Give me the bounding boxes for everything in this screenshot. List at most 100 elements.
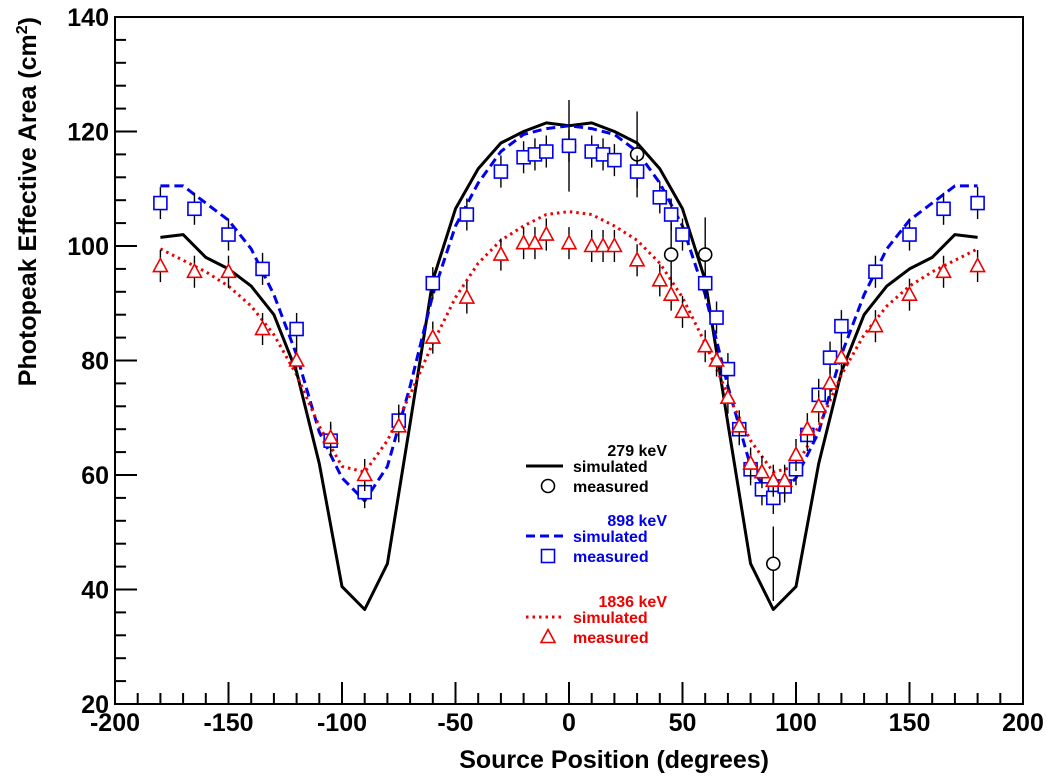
legend-simulated-label: simulated bbox=[573, 459, 648, 476]
y-tick-label: 40 bbox=[81, 577, 109, 605]
triangle-marker bbox=[764, 471, 782, 488]
triangle-marker bbox=[424, 328, 442, 344]
square-marker bbox=[221, 227, 236, 242]
square-marker bbox=[629, 164, 645, 179]
y-tick-label: 80 bbox=[81, 348, 109, 376]
triangle-marker bbox=[186, 262, 203, 279]
y-tick-label: 100 bbox=[67, 233, 109, 261]
triangle-marker bbox=[628, 251, 646, 267]
circle-marker bbox=[663, 247, 679, 262]
triangle-marker bbox=[674, 302, 691, 319]
square-marker bbox=[970, 195, 985, 211]
legend-energy-label: 898 keV bbox=[607, 513, 667, 530]
square-marker bbox=[709, 310, 724, 325]
square-marker bbox=[187, 201, 202, 217]
x-tick-label: -200 bbox=[90, 709, 140, 737]
y-axis-title-close: ) bbox=[14, 17, 42, 25]
triangle-marker bbox=[935, 262, 952, 279]
square-marker bbox=[902, 227, 917, 242]
x-tick-label: 0 bbox=[562, 709, 576, 737]
square-marker bbox=[652, 190, 668, 205]
circle-marker bbox=[697, 247, 713, 262]
triangle-marker bbox=[867, 316, 884, 333]
triangle-marker bbox=[696, 337, 714, 353]
legend-simulated-label: simulated bbox=[573, 529, 648, 546]
triangle-marker bbox=[492, 245, 510, 261]
legend-energy-label: 279 keV bbox=[607, 443, 667, 460]
triangle-marker bbox=[515, 233, 532, 250]
y-tick-label: 140 bbox=[67, 4, 109, 32]
measured-markers-layer bbox=[152, 100, 986, 601]
x-tick-label: 150 bbox=[889, 709, 931, 737]
x-tick-label: 50 bbox=[669, 709, 697, 737]
square-marker bbox=[153, 195, 168, 211]
square-marker bbox=[697, 275, 713, 291]
triangle-marker bbox=[458, 288, 476, 304]
y-axis-title-superscript: 2 bbox=[14, 25, 31, 34]
square-marker bbox=[425, 275, 441, 291]
x-tick-label: -150 bbox=[203, 709, 253, 737]
legend-measured-swatch bbox=[539, 627, 557, 644]
legend-measured-label: measured bbox=[573, 479, 649, 496]
triangle-marker bbox=[821, 374, 839, 390]
square-marker bbox=[868, 264, 883, 280]
triangle-marker bbox=[583, 236, 601, 253]
triangle-marker bbox=[254, 319, 271, 336]
square-marker bbox=[675, 227, 690, 242]
triangle-marker bbox=[799, 420, 816, 436]
triangle-marker bbox=[719, 388, 737, 405]
triangle-marker bbox=[560, 233, 578, 250]
triangle-marker bbox=[969, 256, 986, 273]
x-axis-title: Source Position (degrees) bbox=[459, 746, 769, 774]
square-marker bbox=[255, 261, 270, 277]
ticks-layer: -200 -150 -100 -50 0 50 100 150 200 20 40 60 80 100 12… bbox=[67, 4, 1044, 737]
square-marker bbox=[289, 321, 304, 337]
triangle-marker bbox=[594, 236, 612, 253]
x-tick-label: -100 bbox=[317, 709, 367, 737]
simulated-curves-layer bbox=[159, 121, 979, 611]
legend-simulated-label: simulated bbox=[573, 610, 648, 627]
triangle-marker bbox=[742, 454, 759, 470]
triangle-marker bbox=[776, 471, 793, 488]
circle-marker bbox=[765, 556, 781, 572]
triangle-marker bbox=[810, 397, 828, 413]
triangle-marker bbox=[152, 256, 169, 273]
legend-measured-swatch bbox=[540, 478, 556, 494]
triangle-marker bbox=[901, 285, 918, 301]
square-marker bbox=[607, 152, 622, 168]
triangle-marker bbox=[662, 285, 680, 301]
triangle-marker bbox=[526, 233, 544, 250]
triangle-marker bbox=[356, 465, 374, 482]
triangle-marker bbox=[537, 225, 555, 241]
square-marker bbox=[493, 164, 509, 179]
legend-measured-swatch bbox=[540, 548, 556, 564]
triangle-marker bbox=[833, 348, 850, 364]
triangle-marker bbox=[730, 417, 748, 433]
triangle-marker bbox=[220, 262, 237, 279]
simulated-curve-line bbox=[160, 121, 978, 611]
square-marker bbox=[720, 361, 736, 377]
triangle-marker bbox=[651, 271, 669, 287]
y-axis-title: Photopeak Effective Area (cm2) bbox=[14, 17, 42, 386]
y-tick-label: 120 bbox=[67, 119, 109, 147]
square-marker bbox=[936, 201, 951, 217]
x-tick-label: 100 bbox=[775, 709, 817, 737]
legend-measured-label: measured bbox=[573, 630, 649, 647]
square-marker bbox=[663, 207, 679, 222]
triangle-marker bbox=[787, 445, 805, 462]
y-tick-label: 20 bbox=[81, 691, 109, 719]
x-tick-label: -50 bbox=[437, 709, 473, 737]
triangle-marker bbox=[708, 351, 725, 367]
square-marker bbox=[538, 144, 554, 159]
triangle-marker bbox=[322, 428, 339, 445]
triangle-marker bbox=[288, 351, 305, 367]
legend-measured-label: measured bbox=[573, 549, 649, 566]
square-marker bbox=[561, 138, 577, 154]
triangle-marker bbox=[753, 462, 771, 479]
x-tick-label: 200 bbox=[1002, 709, 1044, 737]
triangle-marker bbox=[606, 236, 623, 253]
y-tick-label: 60 bbox=[81, 462, 109, 490]
